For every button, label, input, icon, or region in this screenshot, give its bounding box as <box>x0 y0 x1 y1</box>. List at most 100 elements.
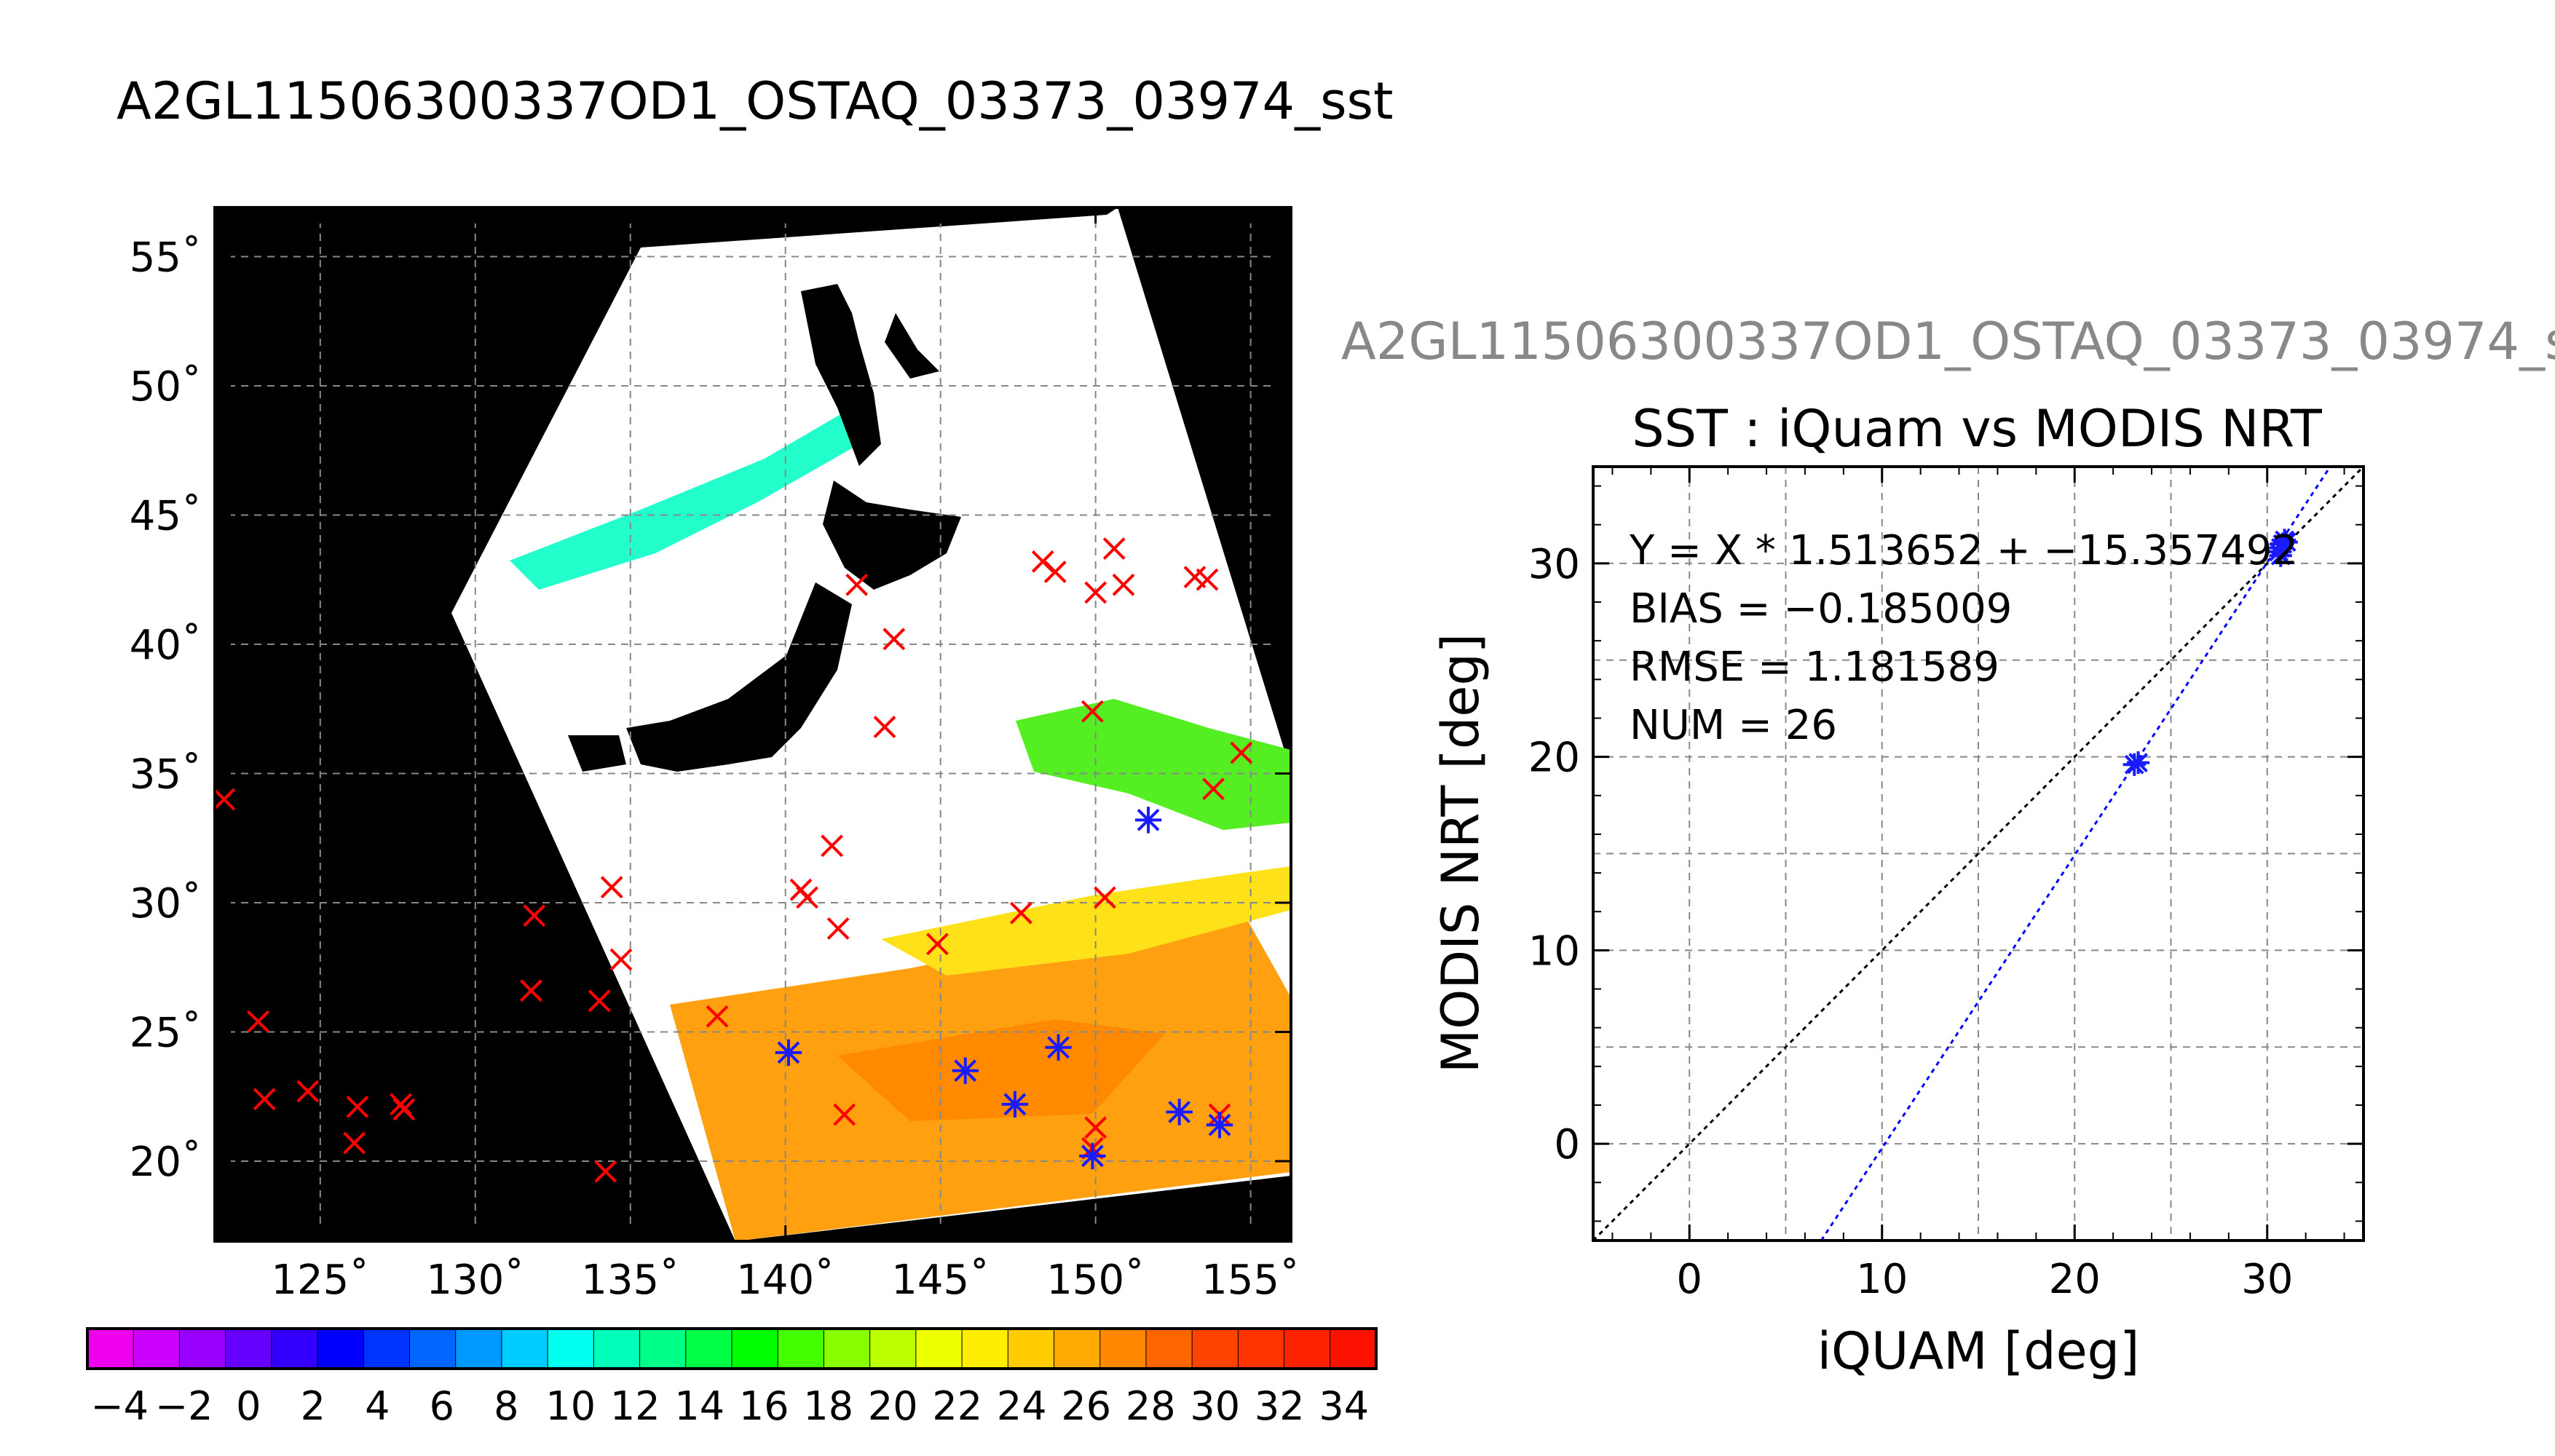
colorbar-box <box>225 1328 272 1369</box>
colorbar-label: 30 <box>1190 1383 1240 1429</box>
colorbar-label: 0 <box>236 1383 261 1429</box>
colorbar-label: 6 <box>430 1383 454 1429</box>
yellow-sst-band <box>881 866 1291 976</box>
colorbar-box <box>1054 1328 1101 1369</box>
red-x-marker <box>1196 568 1219 591</box>
fit-equation: Y = X * 1.513652 + −15.357492 <box>1629 527 2298 574</box>
colorbar-box <box>915 1328 963 1369</box>
blue-star-marker <box>1045 1034 1072 1061</box>
blue-star-marker <box>952 1057 979 1084</box>
red-x-marker <box>833 1103 856 1126</box>
map-lat-tick-label: 40˚ <box>130 622 202 669</box>
red-x-marker <box>1084 1116 1107 1139</box>
colorbar-label: 28 <box>1126 1383 1176 1429</box>
colorbar-label: 18 <box>803 1383 853 1429</box>
red-x-marker <box>520 979 542 1002</box>
colorbar-label: 8 <box>494 1383 518 1429</box>
colorbar-box <box>869 1328 917 1369</box>
colorbar-label: 2 <box>301 1383 325 1429</box>
colorbar-box <box>593 1328 641 1369</box>
red-x-marker <box>1202 778 1225 801</box>
blue-star-marker <box>1206 1112 1233 1139</box>
japan-kyushu <box>568 735 626 772</box>
colorbar-box <box>1284 1328 1331 1369</box>
kamchatka-edge <box>885 313 939 379</box>
red-x-marker <box>1043 561 1067 583</box>
bias-stat: BIAS = −0.185009 <box>1630 585 2012 633</box>
red-x-marker <box>796 886 818 909</box>
red-x-marker <box>1084 581 1107 604</box>
scatter-frame <box>1592 465 2365 1242</box>
colorbar-box <box>133 1328 181 1369</box>
red-x-marker <box>1112 573 1135 596</box>
colorbar-box <box>1007 1328 1055 1369</box>
colorbar-box <box>961 1328 1009 1369</box>
rmse-stat: RMSE = 1.181589 <box>1630 644 1999 691</box>
colorbar-box <box>1330 1328 1378 1369</box>
red-x-marker <box>609 948 633 971</box>
sakhalin-landmass <box>801 284 881 466</box>
red-x-marker <box>845 573 869 596</box>
colorbar-label: 26 <box>1061 1383 1111 1429</box>
japan-hokkaido <box>823 480 961 590</box>
identity-line <box>1592 465 2365 1242</box>
red-x-marker <box>343 1131 366 1155</box>
scatter-y-tick-label: 30 <box>1528 541 1580 588</box>
colorbar-frame <box>86 1327 1378 1370</box>
y-axis-label: MODIS NRT [deg] <box>1431 633 1490 1073</box>
sst-map: 55˚ 50˚ 45˚ 40˚ 35˚ 30˚ 25˚ 20˚ 125˚ 130˚ 135˚ 140… <box>130 206 1300 1304</box>
map-lon-ticks: 125˚ 130˚ 135˚ 140˚ 145˚ 150˚ 155˚ <box>271 207 1300 1304</box>
blue-star-marker <box>775 1039 802 1067</box>
colorbar-box <box>1191 1328 1239 1369</box>
map-lat-tick-label: 25˚ <box>130 1009 202 1056</box>
colorbar-box <box>409 1328 457 1369</box>
colorbar-box <box>547 1328 595 1369</box>
map-lon-tick-label: 150˚ <box>1046 1257 1145 1304</box>
colorbar-box <box>87 1328 135 1369</box>
red-x-marker <box>1094 886 1116 909</box>
colorbar-box <box>1145 1328 1193 1369</box>
map-lon-tick-label: 125˚ <box>271 1257 369 1304</box>
scatter-y-tick-label: 0 <box>1554 1121 1580 1168</box>
colorbar-label: 24 <box>997 1383 1047 1429</box>
map-lat-tick-label: 20˚ <box>130 1139 202 1186</box>
red-x-marker <box>392 1098 416 1121</box>
num-stat: NUM = 26 <box>1630 702 1837 749</box>
scatter-points <box>2122 529 2298 776</box>
red-x-marker <box>882 628 906 651</box>
red-x-marker <box>600 876 623 899</box>
red-x-marker <box>706 1005 729 1028</box>
red-x-marker <box>873 716 896 738</box>
red-x-marker <box>1230 741 1253 764</box>
colorbar-label: 20 <box>868 1383 918 1429</box>
colorbar-label: −2 <box>155 1383 213 1429</box>
map-markers <box>213 537 1253 1183</box>
colorbar-box <box>1237 1328 1285 1369</box>
blue-star-marker <box>1001 1091 1029 1118</box>
colorbar-box <box>178 1328 226 1369</box>
orange-sst-patch <box>837 1019 1165 1121</box>
colorbar-box <box>685 1328 732 1369</box>
scatter-y-tick-label: 10 <box>1528 927 1580 975</box>
colorbar-label: 12 <box>610 1383 660 1429</box>
colorbar-label: 10 <box>545 1383 596 1429</box>
map-grid <box>215 207 1291 1241</box>
scatter-x-tick-label: 30 <box>2241 1256 2293 1303</box>
map-lat-tick-label: 50˚ <box>130 363 202 411</box>
colorbar: −4 −2 0 2 4 6 8 10 12 14 16 18 20 22 24 26 28 30 32 34 <box>86 1327 1378 1429</box>
blue-star-marker <box>1166 1099 1193 1125</box>
map-lon-tick-label: 155˚ <box>1201 1257 1300 1304</box>
scatter-x-ticks: 0 10 20 30 <box>1611 467 2345 1303</box>
map-lon-tick-label: 135˚ <box>581 1257 679 1304</box>
colorbar-labels: −4 −2 0 2 4 6 8 10 12 14 16 18 20 22 24 26 28 30 32 34 <box>90 1383 1369 1429</box>
red-x-marker <box>247 1010 270 1033</box>
colorbar-box <box>777 1328 825 1369</box>
red-x-marker <box>1102 537 1126 561</box>
scatter-x-tick-label: 20 <box>2049 1256 2101 1303</box>
red-x-marker <box>1010 901 1032 925</box>
colorbar-box <box>271 1328 319 1369</box>
red-x-marker <box>390 1093 412 1116</box>
colorbar-label: 14 <box>674 1383 724 1429</box>
colorbar-label: −4 <box>90 1383 149 1429</box>
x-axis-label: iQUAM [deg] <box>1817 1321 2140 1381</box>
